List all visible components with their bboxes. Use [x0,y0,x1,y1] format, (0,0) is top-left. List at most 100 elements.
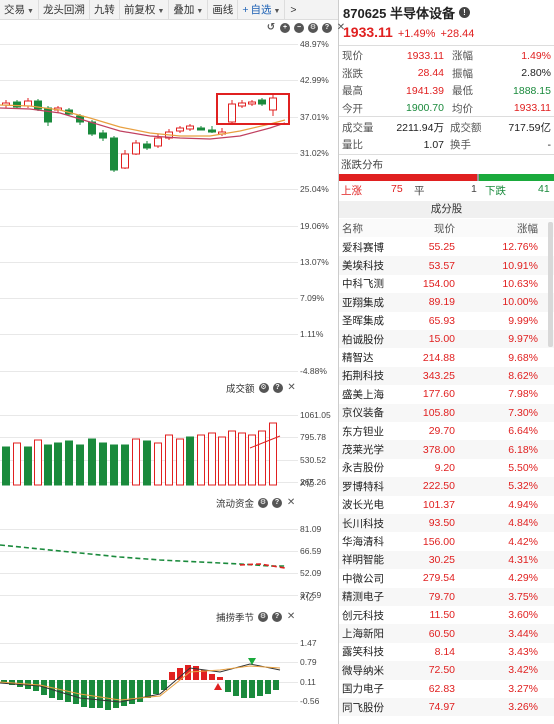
season-bar [193,666,199,680]
table-row[interactable]: 美埃科技 53.57 10.91% [339,256,554,275]
table-row[interactable]: 盛美上海 177.60 7.98% [339,385,554,404]
season-bar [225,680,231,692]
stock-change: 4.84% [508,517,538,530]
table-row[interactable]: 创元科技 11.50 3.60% [339,606,554,625]
season-chart[interactable] [0,628,298,724]
help-icon[interactable]: ? [322,23,332,33]
table-row[interactable]: 祥明智能 30.25 4.31% [339,550,554,570]
table-row[interactable]: 精智达 214.88 9.68% [339,348,554,367]
info-icon[interactable]: ! [459,7,470,18]
gear-icon[interactable]: ⚙ [258,383,269,393]
table-row[interactable]: 京仪装备 105.80 7.30% [339,403,554,422]
table-row[interactable]: 中微公司 279.54 4.29% [339,569,554,588]
stock-change: 3.75% [508,590,538,603]
table-row[interactable]: 上海新阳 60.50 3.44% [339,624,554,643]
table-row[interactable]: 露笑科技 8.14 3.43% [339,642,554,662]
table-row[interactable]: 柏诚股份 15.00 9.97% [339,330,554,349]
gear-icon[interactable]: ⚙ [258,612,269,622]
stock-price: 222.50 [422,480,455,493]
quote-row: 现价 1933.11 涨幅 1.49% [339,47,554,64]
close-icon[interactable]: ✕ [286,611,296,622]
stock-price: 53.57 [428,259,455,272]
refresh-icon[interactable]: ↺ [266,22,276,33]
help-icon[interactable]: ? [272,612,283,622]
candle-body [34,100,42,110]
season-panel-title: 捕捞季节 [216,613,255,624]
trade-menu[interactable]: 交易 ▼ [0,0,39,20]
table-row[interactable]: 波长光电 101.37 4.94% [339,495,554,514]
gear-icon[interactable]: ⚙ [258,498,269,508]
candle-body [121,153,129,169]
table-row[interactable]: 中科飞测 154.00 10.63% [339,274,554,294]
quote-value: 1933.11 [513,102,551,114]
col-name-header[interactable]: 名称 [342,222,363,235]
table-row[interactable]: 同飞股份 74.97 3.26% [339,698,554,717]
table-row[interactable]: 罗博特科 222.50 5.32% [339,477,554,496]
volume-bar [269,422,277,486]
stock-name: 同飞股份 [342,701,384,714]
grid-line [0,662,298,664]
col-change-header[interactable]: 涨幅 [517,222,538,235]
candlestick-chart[interactable] [0,30,298,375]
close-icon[interactable]: ✕ [336,22,346,33]
candle-body [186,125,194,130]
gear-icon[interactable]: ⚙ [308,23,318,33]
table-row[interactable]: 爱科赛博 55.25 12.76% [339,238,554,257]
table-row[interactable]: 拓荆科技 343.25 8.62% [339,366,554,386]
stock-name: 茂莱光学 [342,444,384,457]
turnover-label: 换手 [450,139,471,151]
up-segment [339,174,477,181]
turnover-label: 成交额 [450,122,482,134]
season-bar [169,672,175,680]
divider [339,116,554,117]
close-icon[interactable]: ✕ [287,382,296,393]
close-icon[interactable]: ✕ [286,497,296,508]
volume-chart[interactable] [0,400,298,490]
table-row[interactable]: 国力电子 62.83 3.27% [339,679,554,698]
table-row[interactable]: 茂莱光学 378.00 6.18% [339,440,554,459]
leader-backtrack-button[interactable]: 龙头回溯 [39,0,90,20]
axis-tick-label: 1.11% [300,329,324,340]
add-watchlist-button[interactable]: + 自选 ▼ [238,0,286,20]
scrollbar-thumb[interactable] [548,222,553,347]
overlay-menu[interactable]: 叠加 ▼ [169,0,209,20]
table-row[interactable]: 精测电子 79.70 3.75% [339,587,554,606]
season-bar [97,680,103,708]
nine-turn-button[interactable]: 九转 [90,0,120,20]
stock-price: 62.83 [428,682,455,695]
adjust-menu[interactable]: 前复权 ▼ [120,0,170,20]
season-panel-header: 捕捞季节 ⚙ ? ✕ [216,610,296,625]
flow-chart[interactable] [0,515,298,605]
table-row[interactable]: 圣晖集成 65.93 9.99% [339,311,554,330]
col-price-header[interactable]: 现价 [434,222,455,235]
stock-price: 9.20 [434,461,455,474]
ma-line-1 [0,104,286,137]
table-row[interactable]: 东方钽业 29.70 6.64% [339,422,554,441]
stock-price: 154.00 [422,277,455,290]
season-bar [161,680,167,690]
more-button[interactable]: > [290,3,297,16]
table-row[interactable]: 亚翔集成 89.19 10.00% [339,293,554,312]
plus-icon[interactable]: + [280,23,290,33]
axis-tick-label: 19.06% [300,220,329,231]
table-row[interactable]: 永吉股份 9.20 5.50% [339,458,554,478]
candle-body [208,129,216,133]
table-row[interactable]: 微导纳米 72.50 3.42% [339,661,554,680]
table-row[interactable]: 长川科技 93.50 4.84% [339,514,554,533]
help-icon[interactable]: ? [272,498,283,508]
table-row[interactable]: 华海清科 156.00 4.42% [339,532,554,551]
distribution-title: 涨跌分布 [341,159,383,171]
volume-bar [44,444,52,486]
stock-price: 105.80 [422,406,455,419]
minus-icon[interactable]: − [294,23,304,33]
season-bar [217,677,223,680]
help-icon[interactable]: ? [272,383,283,393]
stock-name: 爱科赛博 [342,241,384,254]
draw-line-button[interactable]: 画线 [208,0,239,20]
turnover-row: 成交量 2211.94万 成交额 717.59亿 [339,119,554,136]
season-bar [233,680,239,696]
stock-change: 12.76% [502,241,538,254]
stock-change: 9.68% [508,351,538,364]
axis-tick-label: 31.02% [300,147,329,158]
